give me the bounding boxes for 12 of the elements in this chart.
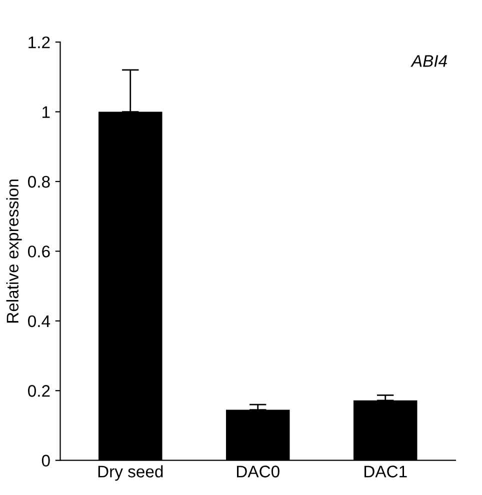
y-tick-label: 0.4 <box>28 315 50 328</box>
y-tick-label: 1.2 <box>28 36 50 48</box>
text: ABI4 <box>410 55 447 67</box>
y-tick-label: 0.8 <box>28 176 50 188</box>
y-tick-label: 1 <box>42 106 50 118</box>
x-tick-label: DAC0 <box>237 466 280 478</box>
y-axis-title: Relative expression <box>6 180 22 323</box>
y-tick-label: 0 <box>42 454 50 467</box>
x-tick-label: Dry seed <box>98 465 163 481</box>
x-tick-label: DAC1 <box>364 466 407 478</box>
y-tick-label: 0.6 <box>28 246 50 258</box>
y-tick-label: 0.2 <box>28 385 50 397</box>
